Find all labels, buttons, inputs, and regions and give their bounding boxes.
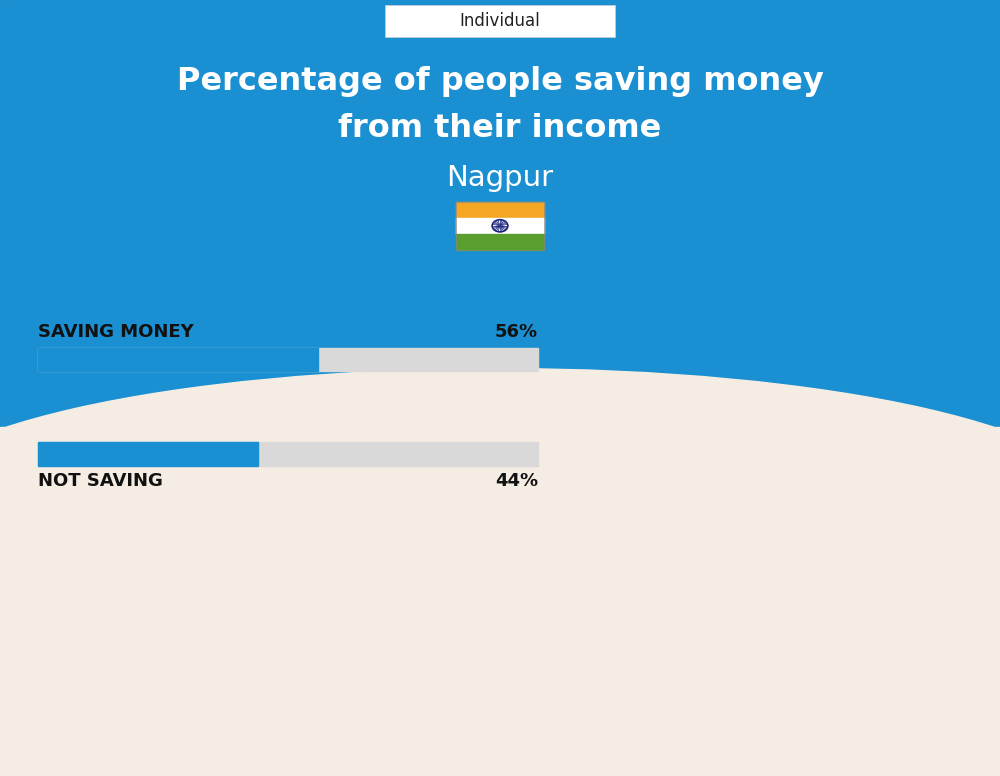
Bar [950,427,1000,776]
Bar [38,348,318,371]
Text: Individual: Individual [460,12,540,30]
Text: 44%: 44% [495,472,538,490]
Text: SAVING MONEY: SAVING MONEY [38,324,194,341]
Bar [0,0,1000,427]
Bar [456,202,544,218]
Bar [0,427,50,776]
Bar [38,442,538,466]
FancyBboxPatch shape [385,5,615,37]
Bar [38,442,258,466]
Ellipse shape [0,369,1000,640]
Text: NOT SAVING: NOT SAVING [38,472,163,490]
Bar [456,234,544,250]
Bar [38,348,538,371]
Text: 56%: 56% [495,324,538,341]
Text: from their income: from their income [338,113,662,144]
Ellipse shape [0,291,1000,563]
Bar [456,202,544,250]
Text: Percentage of people saving money: Percentage of people saving money [177,66,823,97]
Bar [456,218,544,234]
Text: Nagpur: Nagpur [446,165,554,192]
